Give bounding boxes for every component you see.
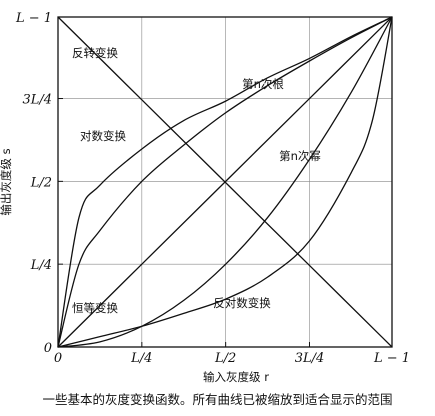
curves [57,16,393,348]
y-tick-label: 0 [44,341,52,356]
x-tick-label: 3L/4 [295,351,325,366]
line-chart: 0 L/4 L/2 3L/4 L − 1 0 L/4 L/2 3L/4 L − 1 反转变换对数变… [0,11,410,384]
series-1-label: 对数变换 [80,129,126,143]
series-1-line [57,16,393,348]
series-3-label: 恒等变换 [72,301,118,315]
series-0-line [57,16,393,348]
series-5-label: 反对数变换 [213,296,271,310]
y-axis-label: 输出灰度级 s [0,148,13,215]
y-tick-label: L/2 [30,175,52,190]
figure-caption: 一些基本的灰度变换函数。所有曲线已被缩放到适合显示的范围 [42,392,393,407]
series-4-label: 第n次幂 [279,149,321,163]
tick-labels: 0 L/4 L/2 3L/4 L − 1 0 L/4 L/2 3L/4 L − 1 [15,11,410,366]
x-tick-label: L − 1 [373,351,410,366]
x-tick-label: L/4 [130,351,152,366]
series-3-line [57,16,393,348]
series-5-line [57,16,393,348]
x-axis-label: 输入灰度级 r [203,370,269,384]
x-tick-label: 0 [54,351,62,366]
y-tick-label: L − 1 [15,11,52,26]
plot-frame [57,16,393,348]
series-4-line [57,16,393,348]
series-2-line [57,16,393,348]
y-tick-label: 3L/4 [22,93,52,108]
y-tick-label: L/4 [30,258,52,273]
series-2-label: 第n次根 [242,77,284,91]
x-tick-label: L/2 [214,351,236,366]
series-0-label: 反转变换 [72,46,118,60]
